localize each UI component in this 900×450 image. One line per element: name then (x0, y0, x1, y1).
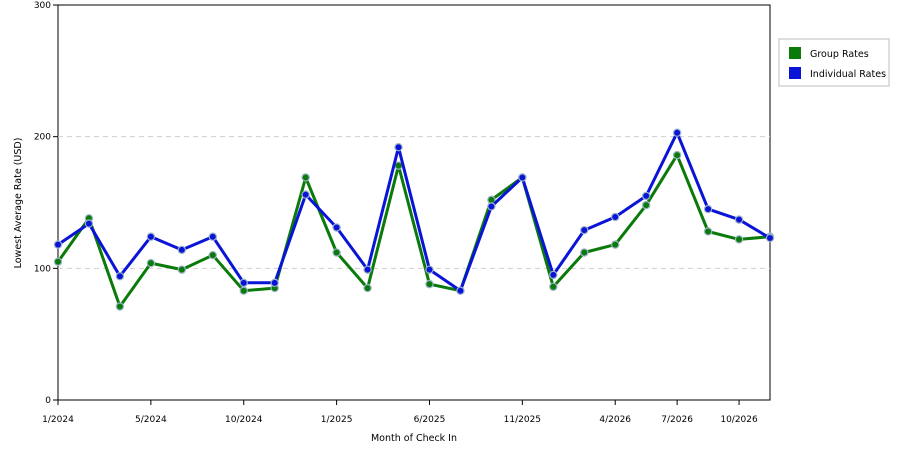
x-tick-label: 6/2025 (414, 415, 446, 425)
point-individual-rates (239, 278, 248, 288)
point-group-rates (115, 302, 125, 311)
point-group-rates (146, 258, 156, 268)
legend-label-group-rates: Group Rates (810, 49, 869, 60)
point-individual-rates (580, 225, 589, 235)
point-individual-rates (487, 202, 496, 211)
x-tick-label: 10/2024 (225, 415, 263, 425)
x-tick-label: 1/2024 (42, 415, 74, 425)
point-individual-rates (549, 270, 558, 280)
point-group-rates (53, 257, 63, 266)
x-tick-label: 11/2025 (504, 415, 541, 425)
point-individual-rates (611, 212, 620, 222)
point-group-rates (363, 283, 372, 293)
point-individual-rates (641, 191, 651, 201)
point-individual-rates (703, 204, 713, 214)
y-axis-title: Lowest Average Rate (USD) (13, 138, 24, 269)
point-individual-rates (177, 245, 187, 255)
point-group-rates (611, 240, 620, 249)
point-group-rates (580, 248, 589, 257)
legend-swatch-group-rates (789, 47, 801, 59)
point-group-rates (734, 235, 744, 244)
point-individual-rates (394, 142, 403, 152)
legend-swatch-individual-rates (789, 67, 801, 79)
point-group-rates (703, 227, 713, 236)
point-individual-rates (146, 232, 156, 241)
y-tick-label: 200 (34, 133, 51, 143)
point-individual-rates (672, 128, 682, 137)
point-individual-rates (115, 272, 125, 281)
point-group-rates (332, 248, 341, 257)
point-group-rates (549, 282, 558, 291)
series-individual-rates (53, 128, 775, 295)
point-individual-rates (363, 265, 372, 274)
line-group-rates (56, 153, 771, 308)
legend-label-individual-rates: Individual Rates (810, 69, 886, 80)
point-individual-rates (518, 173, 527, 182)
point-individual-rates (425, 265, 434, 274)
line-individual-rates (57, 131, 771, 293)
y-axis: 0 100 200 300 (34, 1, 58, 406)
legend: Group Rates Individual Rates (778, 38, 890, 87)
x-tick-label: 10/2026 (720, 415, 758, 425)
point-group-rates (177, 265, 187, 274)
point-group-rates (425, 279, 434, 289)
y-tick-label: 0 (45, 396, 51, 406)
x-axis: 1/2024 5/2024 10/2024 1/2025 6/2025 11/2025 4/… (42, 400, 758, 425)
series-layer (53, 128, 775, 311)
point-group-rates (239, 286, 248, 295)
point-individual-rates (734, 215, 744, 224)
plot-area: 0 100 200 300 1/2024 5/2024 10/2024 1/2025 6/20… (34, 1, 775, 425)
point-group-rates (208, 250, 217, 260)
point-group-rates (641, 200, 651, 210)
point-individual-rates (456, 286, 465, 295)
point-individual-rates (84, 219, 94, 228)
point-individual-rates (332, 223, 341, 232)
y-tick-label: 100 (34, 264, 51, 274)
x-axis-title: Month of Check In (371, 433, 457, 444)
point-group-rates (301, 173, 310, 182)
point-individual-rates (53, 240, 63, 249)
x-tick-label: 4/2026 (599, 415, 631, 425)
point-individual-rates (765, 233, 775, 243)
point-individual-rates (270, 278, 279, 288)
x-tick-label: 5/2024 (135, 415, 167, 425)
x-tick-label: 1/2025 (321, 415, 353, 425)
y-tick-label: 300 (34, 1, 51, 11)
point-group-rates (672, 150, 682, 160)
point-individual-rates (208, 232, 217, 241)
point-individual-rates (301, 190, 310, 199)
x-tick-label: 7/2026 (661, 415, 693, 425)
